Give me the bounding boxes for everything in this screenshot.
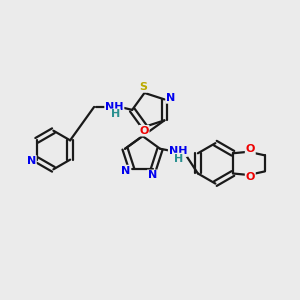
- Text: O: O: [246, 172, 255, 182]
- Text: H: H: [174, 154, 183, 164]
- Text: NH: NH: [105, 102, 124, 112]
- Text: N: N: [121, 166, 130, 176]
- Text: H: H: [111, 109, 120, 119]
- Text: N: N: [166, 93, 176, 103]
- Text: O: O: [246, 144, 255, 154]
- Text: N: N: [27, 156, 36, 166]
- Text: N: N: [148, 170, 157, 180]
- Text: O: O: [140, 126, 149, 136]
- Text: NH: NH: [169, 146, 187, 156]
- Text: S: S: [139, 82, 147, 92]
